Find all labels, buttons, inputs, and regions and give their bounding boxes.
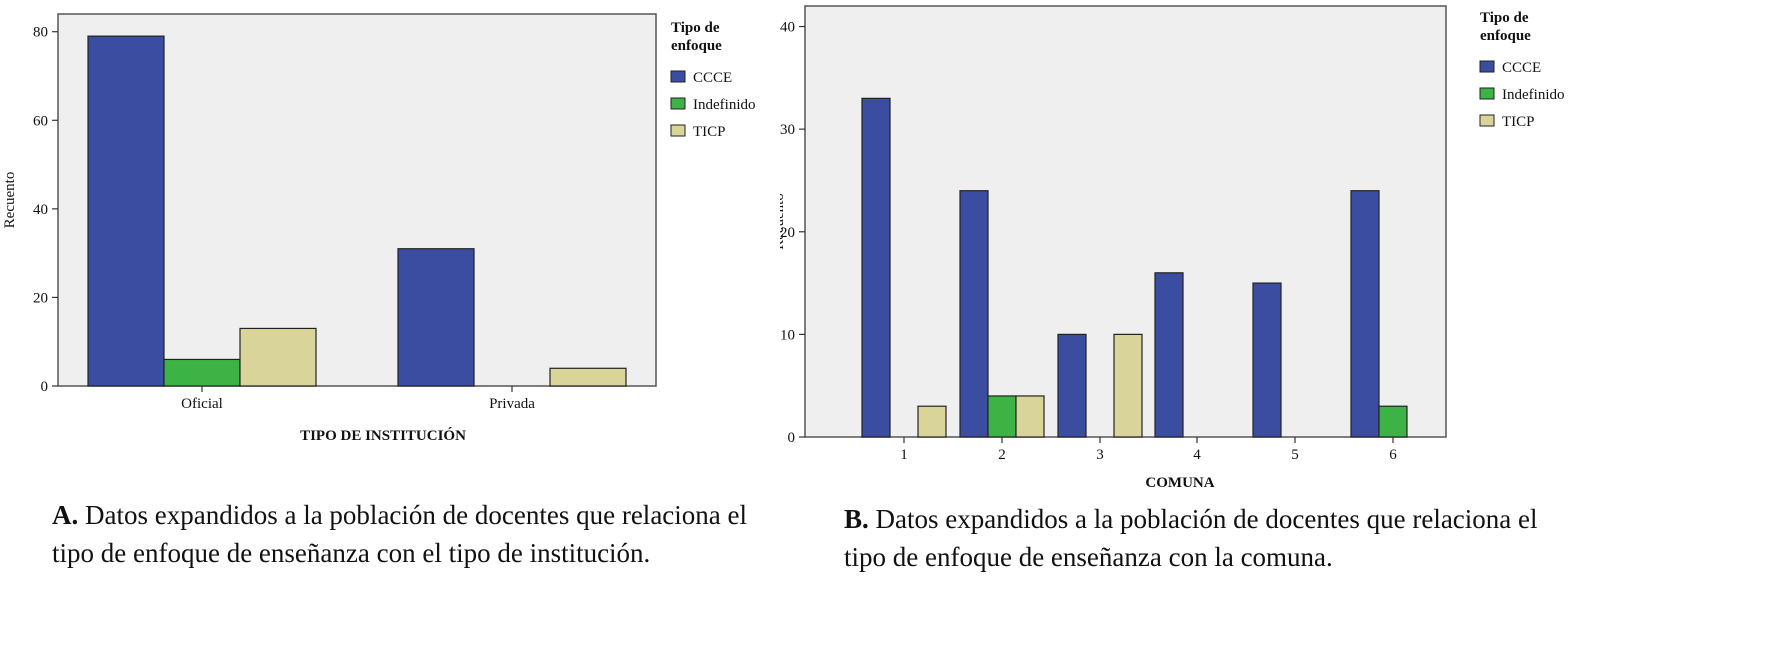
chart-a-legend-label-ccce: CCCE (693, 70, 732, 86)
chart-b-bar-ticp-2 (1015, 395, 1045, 438)
chart-b-bar-ticp-1 (917, 405, 947, 438)
chart-b-bar-ccce-4 (1154, 272, 1184, 438)
chart-a-bar-ccce-privada (397, 248, 475, 387)
chart-a-bar-ticp-privada (549, 367, 627, 387)
chart-a-legend-swatch-ccce (670, 70, 686, 83)
caption-a-letter: A. (52, 500, 79, 530)
chart-a-y-axis-title: Recuento (2, 172, 18, 229)
chart-a-y-tick-label: 60 (33, 113, 48, 129)
chart-b-x-tick-label: 1 (900, 447, 908, 463)
chart-b-bar-indefinido-2 (987, 395, 1017, 438)
caption-b-line2: tipo de enfoque de enseñanza con la comu… (844, 542, 1333, 572)
chart-b-bar-ccce-1 (861, 97, 891, 438)
chart-b-y-tick-label: 40 (780, 20, 795, 36)
chart-b-legend-title: Tipo de (1480, 10, 1529, 26)
chart-b-legend-swatch-indefinido (1479, 87, 1495, 100)
caption-b-line1: Datos expandidos a la población de docen… (875, 504, 1538, 534)
chart-a-legend-label-indefinido: Indefinido (693, 97, 755, 113)
chart-b-legend-label-ticp: TICP (1502, 114, 1535, 130)
chart-a-bar-ticp-oficial (239, 327, 317, 387)
chart-b-legend-title: enfoque (1480, 28, 1531, 44)
chart-b-y-axis-title: Recuento (780, 193, 787, 250)
chart-b-legend-swatch-ccce (1479, 60, 1495, 73)
chart-a-x-tick-label: Privada (489, 396, 535, 412)
chart-a-y-tick-label: 40 (33, 202, 48, 218)
caption-b: B. Datos expandidos a la población de do… (844, 500, 1538, 576)
chart-a-y-tick-label: 80 (33, 25, 48, 41)
chart-a-legend-label-ticp: TICP (693, 124, 726, 140)
chart-b-legend-label-indefinido: Indefinido (1502, 87, 1564, 103)
chart-b-bar-indefinido-6 (1378, 405, 1408, 438)
chart-b-bar-ccce-3 (1057, 333, 1087, 438)
chart-b-x-tick-label: 4 (1193, 447, 1201, 463)
chart-b-legend-label-ccce: CCCE (1502, 60, 1541, 76)
chart-b-x-axis-title: COMUNA (1145, 475, 1214, 491)
chart-a-y-tick-label: 0 (41, 379, 49, 395)
chart-panel-b: 0 10 20 30 40 Recuento 1 2 3 4 5 6 COMUNA Tipo de enfo… (780, 0, 1783, 655)
caption-a: A. Datos expandidos a la población de do… (52, 496, 747, 572)
chart-b-y-tick-label: 30 (780, 122, 795, 138)
caption-a-line2: tipo de enfoque de enseñanza con el tipo… (52, 538, 651, 568)
chart-b-x-tick-label: 3 (1096, 447, 1104, 463)
chart-b-x-tick-label: 5 (1291, 447, 1299, 463)
chart-a-legend-title: enfoque (671, 38, 722, 54)
caption-b-letter: B. (844, 504, 869, 534)
chart-b-y-tick-label: 20 (780, 225, 795, 241)
chart-a-svg: 0 20 40 60 80 Recuento Oficial Privada TIPO DE I… (2, 13, 755, 444)
chart-a-bar-indefinido-oficial (163, 358, 241, 387)
chart-b-x-tick-label: 2 (998, 447, 1006, 463)
chart-a-x-tick-label: Oficial (181, 396, 223, 412)
chart-a-x-axis-title: TIPO DE INSTITUCIÓN (300, 427, 466, 444)
chart-a-y-tick-label: 20 (33, 290, 48, 306)
chart-b-y-tick-label: 10 (780, 327, 795, 343)
chart-a-legend-title: Tipo de (671, 20, 720, 36)
chart-b-y-tick-label: 0 (788, 430, 796, 446)
chart-b-bar-ticp-3 (1113, 333, 1143, 438)
chart-b-bar-ccce-2 (959, 190, 989, 438)
chart-b-svg: 0 10 20 30 40 Recuento 1 2 3 4 5 6 COMUNA Tipo de enfo… (780, 5, 1564, 491)
chart-a-bar-ccce-oficial (87, 35, 165, 387)
chart-b-bar-ccce-6 (1350, 190, 1380, 438)
chart-a-legend-swatch-ticp (670, 124, 686, 137)
chart-a-legend-swatch-indefinido (670, 97, 686, 110)
caption-a-line1: Datos expandidos a la población de docen… (85, 500, 748, 530)
chart-b-x-tick-label: 6 (1389, 447, 1397, 463)
chart-b-bar-ccce-5 (1252, 282, 1282, 438)
chart-panel-a: 0 20 40 60 80 Recuento Oficial Privada TIPO DE I… (0, 0, 880, 655)
chart-b-legend-swatch-ticp (1479, 114, 1495, 127)
